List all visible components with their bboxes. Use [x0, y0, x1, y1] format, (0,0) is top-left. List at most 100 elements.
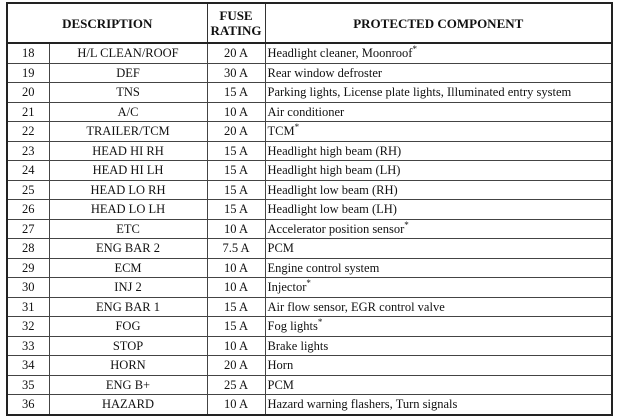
fuse-description: ENG BAR 2 — [48, 238, 208, 259]
component-text: Brake lights — [267, 338, 329, 353]
table-row: 28 ENG BAR 2 7.5 A PCM — [6, 238, 613, 259]
fuse-rating: 10 A — [206, 101, 266, 122]
table-row: 34 HORN 20 A Horn — [6, 355, 613, 376]
fuse-description: HEAD HI RH — [48, 140, 208, 161]
protected-component: Rear window defroster — [264, 62, 613, 83]
header-component: PROTECTED COMPONENT — [264, 2, 613, 44]
fuse-description: HEAD LO RH — [48, 179, 208, 200]
table-body: 18 H/L CLEAN/ROOF 20 A Headlight cleaner, M… — [6, 42, 613, 415]
fuse-number: 36 — [6, 394, 50, 415]
component-text: Air flow sensor, EGR control valve — [267, 299, 445, 314]
table-row: 19 DEF 30 A Rear window defroster — [6, 62, 613, 83]
component-text: Headlight low beam (LH) — [267, 202, 397, 217]
protected-component: PCM — [264, 374, 613, 395]
table-row: 23 HEAD HI RH 15 A Headlight high beam (RH) — [6, 140, 613, 161]
fuse-number: 28 — [6, 238, 50, 259]
fuse-number: 23 — [6, 140, 50, 161]
protected-component: Brake lights — [264, 335, 613, 356]
table-row: 22 TRAILER/TCM 20 A TCM* — [6, 121, 613, 142]
component-text: Headlight low beam (RH) — [267, 182, 398, 197]
component-text: Headlight high beam (LH) — [267, 163, 401, 178]
fuse-table: DESCRIPTION FUSE RATING PROTECTED COMPONE… — [6, 2, 613, 416]
fuse-description: ETC — [48, 218, 208, 239]
table-row: 27 ETC 10 A Accelerator position sensor* — [6, 218, 613, 239]
fuse-rating: 15 A — [206, 199, 266, 220]
fuse-rating: 15 A — [206, 140, 266, 161]
component-note: * — [404, 219, 409, 230]
component-text: Hazard warning flashers, Turn signals — [267, 397, 458, 412]
header-row: DESCRIPTION FUSE RATING PROTECTED COMPONE… — [6, 2, 613, 44]
fuse-number: 33 — [6, 335, 50, 356]
fuse-rating: 10 A — [206, 394, 266, 415]
component-text: Headlight high beam (RH) — [267, 143, 402, 158]
fuse-description: HEAD HI LH — [48, 160, 208, 181]
fuse-description: ECM — [48, 257, 208, 278]
fuse-rating: 10 A — [206, 257, 266, 278]
component-text: PCM — [267, 377, 294, 392]
fuse-description: STOP — [48, 335, 208, 356]
fuse-rating: 10 A — [206, 277, 266, 298]
fuse-rating: 10 A — [206, 335, 266, 356]
component-text: Horn — [267, 358, 294, 373]
fuse-rating: 25 A — [206, 374, 266, 395]
protected-component: TCM* — [264, 121, 613, 142]
fuse-description: ENG B+ — [48, 374, 208, 395]
component-text: Headlight cleaner, Moonroof — [267, 46, 413, 61]
fuse-description: INJ 2 — [48, 277, 208, 298]
protected-component: Hazard warning flashers, Turn signals — [264, 394, 613, 415]
header-rating-line: FUSE — [219, 8, 253, 23]
header-rating: FUSE RATING — [206, 2, 266, 44]
fuse-number: 24 — [6, 160, 50, 181]
component-note: * — [294, 122, 300, 133]
fuse-description: H/L CLEAN/ROOF — [48, 42, 208, 64]
table-row: 32 FOG 15 A Fog lights* — [6, 316, 613, 337]
fuse-rating: 15 A — [206, 160, 266, 181]
component-text: Rear window defroster — [267, 65, 383, 80]
component-text: TCM — [267, 124, 295, 139]
fuse-rating: 20 A — [206, 121, 266, 142]
protected-component: Headlight high beam (LH) — [264, 160, 613, 181]
component-text: Parking lights, License plate lights, Il… — [267, 85, 572, 100]
protected-component: Air flow sensor, EGR control valve — [264, 296, 613, 317]
protected-component: Engine control system — [264, 257, 613, 278]
fuse-number: 20 — [6, 82, 50, 103]
protected-component: Horn — [264, 355, 613, 376]
protected-component: Fog lights* — [264, 316, 613, 337]
table-row: 31 ENG BAR 1 15 A Air flow sensor, EGR cont… — [6, 296, 613, 317]
table-row: 24 HEAD HI LH 15 A Headlight high beam (LH) — [6, 160, 613, 181]
fuse-number: 34 — [6, 355, 50, 376]
fuse-rating: 15 A — [206, 296, 266, 317]
table-row: 26 HEAD LO LH 15 A Headlight low beam (LH) — [6, 199, 613, 220]
component-text: Fog lights — [267, 319, 318, 334]
table-row: 18 H/L CLEAN/ROOF 20 A Headlight cleaner, M… — [6, 42, 613, 64]
fuse-description: A/C — [48, 101, 208, 122]
table-row: 20 TNS 15 A Parking lights, License plate l… — [6, 82, 613, 103]
fuse-number: 22 — [6, 121, 50, 142]
fuse-number: 31 — [6, 296, 50, 317]
fuse-rating: 20 A — [206, 355, 266, 376]
table-row: 36 HAZARD 10 A Hazard warning flashers, Tur… — [6, 394, 613, 415]
protected-component: Injector* — [264, 277, 613, 298]
fuse-description: DEF — [48, 62, 208, 83]
fuse-rating: 15 A — [206, 179, 266, 200]
fuse-rating: 20 A — [206, 42, 266, 64]
fuse-number: 25 — [6, 179, 50, 200]
component-note: * — [412, 44, 417, 55]
component-note: * — [317, 317, 323, 328]
fuse-number: 30 — [6, 277, 50, 298]
fuse-rating: 30 A — [206, 62, 266, 83]
protected-component: Headlight cleaner, Moonroof* — [264, 42, 613, 64]
table-header: DESCRIPTION FUSE RATING PROTECTED COMPONE… — [6, 2, 613, 44]
fuse-number: 29 — [6, 257, 50, 278]
fuse-number: 35 — [6, 374, 50, 395]
fuse-number: 18 — [6, 42, 50, 64]
fuse-rating: 7.5 A — [206, 238, 266, 259]
fuse-description: TRAILER/TCM — [48, 121, 208, 142]
table-row: 35 ENG B+ 25 A PCM — [6, 374, 613, 395]
table-row: 25 HEAD LO RH 15 A Headlight low beam (RH) — [6, 179, 613, 200]
fuse-description: HAZARD — [48, 394, 208, 415]
fuse-description: HEAD LO LH — [48, 199, 208, 220]
fuse-number: 32 — [6, 316, 50, 337]
header-description: DESCRIPTION — [6, 2, 208, 44]
